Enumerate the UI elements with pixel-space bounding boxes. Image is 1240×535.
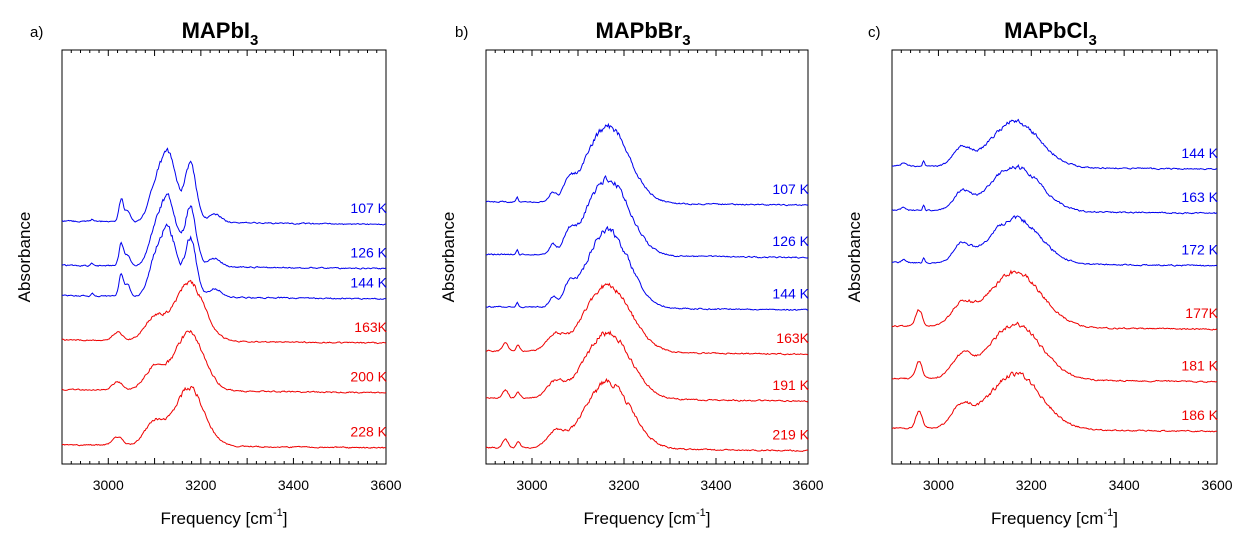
panel-title: MAPbI3 — [182, 18, 259, 49]
series-label: 163K — [354, 319, 387, 335]
x-tick-label: 3600 — [370, 477, 401, 493]
series-label: 163K — [776, 330, 809, 346]
plot-frame — [61, 49, 387, 465]
series-trace — [891, 215, 1218, 267]
series-trace — [485, 122, 809, 207]
series-label: 177K — [1185, 305, 1218, 321]
panel-1: 3000 3200 3400 3600 a) MAPbI3 Frequency [cm-1]… — [15, 18, 402, 528]
series-label: 181 K — [1181, 357, 1218, 373]
series-trace — [485, 225, 809, 311]
plot-frame — [891, 49, 1218, 465]
series-group: 107 K 126 K 144 K 163K 200 K 228 K — [61, 147, 388, 449]
series-label: 163 K — [1181, 189, 1218, 205]
series-trace — [61, 385, 387, 449]
series-label: 144 K — [772, 286, 809, 302]
x-tick-label: 3000 — [516, 477, 547, 493]
x-axis-label: Frequency [cm-1] — [584, 507, 711, 528]
x-ticks — [891, 50, 1218, 464]
panel-title: MAPbBr3 — [595, 18, 690, 49]
panel-3: 3000 3200 3400 3600 c) MAPbCl3 Frequency [cm-1… — [845, 18, 1233, 528]
y-axis-label: Absorbance — [15, 212, 34, 303]
series-trace — [891, 269, 1218, 331]
x-ticks — [485, 50, 809, 464]
series-label: 219 K — [772, 426, 809, 442]
series-label: 172 K — [1181, 242, 1218, 258]
series-trace — [892, 118, 1218, 171]
series-trace — [485, 330, 809, 403]
series-label: 107 K — [772, 181, 809, 197]
series-trace — [891, 164, 1218, 215]
panel-letter: c) — [868, 24, 881, 41]
series-trace — [61, 147, 387, 226]
x-tick-label: 3400 — [278, 477, 309, 493]
series-label: 191 K — [772, 377, 809, 393]
y-axis-label: Absorbance — [845, 212, 864, 303]
series-label: 144 K — [350, 275, 387, 291]
series-trace — [61, 329, 387, 394]
y-axis-label: Absorbance — [439, 212, 458, 303]
x-tick-label: 3200 — [1016, 477, 1047, 493]
series-label: 126 K — [772, 233, 809, 249]
panel-2: 3000 3200 3400 3600 b) MAPbBr3 Frequency [cm-1… — [439, 18, 824, 528]
series-label: 200 K — [350, 368, 387, 384]
panel-letter: a) — [30, 24, 43, 41]
x-tick-label: 3400 — [1109, 477, 1140, 493]
x-tick-label: 3200 — [185, 477, 216, 493]
series-label: 144 K — [1181, 145, 1218, 161]
series-trace — [485, 282, 809, 356]
series-trace — [61, 279, 387, 345]
series-group: 144 K 163 K 172 K 177K 181 K 186 K — [891, 118, 1219, 433]
x-axis-label: Frequency [cm-1] — [161, 507, 288, 528]
series-trace — [485, 377, 809, 453]
x-tick-label: 3400 — [700, 477, 731, 493]
series-trace — [892, 371, 1217, 433]
series-trace — [61, 193, 387, 270]
series-trace — [891, 321, 1218, 384]
x-axis-label: Frequency [cm-1] — [991, 507, 1118, 528]
series-label: 186 K — [1181, 407, 1218, 423]
series-trace — [62, 223, 387, 301]
series-group: 107 K 126 K 144 K 163K 191 K 219 K — [485, 122, 810, 453]
x-ticks — [61, 50, 387, 464]
series-label: 228 K — [350, 424, 387, 440]
x-tick-label: 3600 — [1201, 477, 1232, 493]
series-trace — [485, 174, 809, 259]
series-label: 107 K — [350, 200, 387, 216]
panel-title: MAPbCl3 — [1004, 18, 1097, 49]
x-tick-label: 3000 — [93, 477, 124, 493]
x-tick-label: 3600 — [792, 477, 823, 493]
panel-letter: b) — [455, 24, 468, 41]
x-tick-label: 3000 — [923, 477, 954, 493]
plot-frame — [485, 49, 809, 465]
x-tick-label: 3200 — [608, 477, 639, 493]
series-label: 126 K — [350, 244, 387, 260]
